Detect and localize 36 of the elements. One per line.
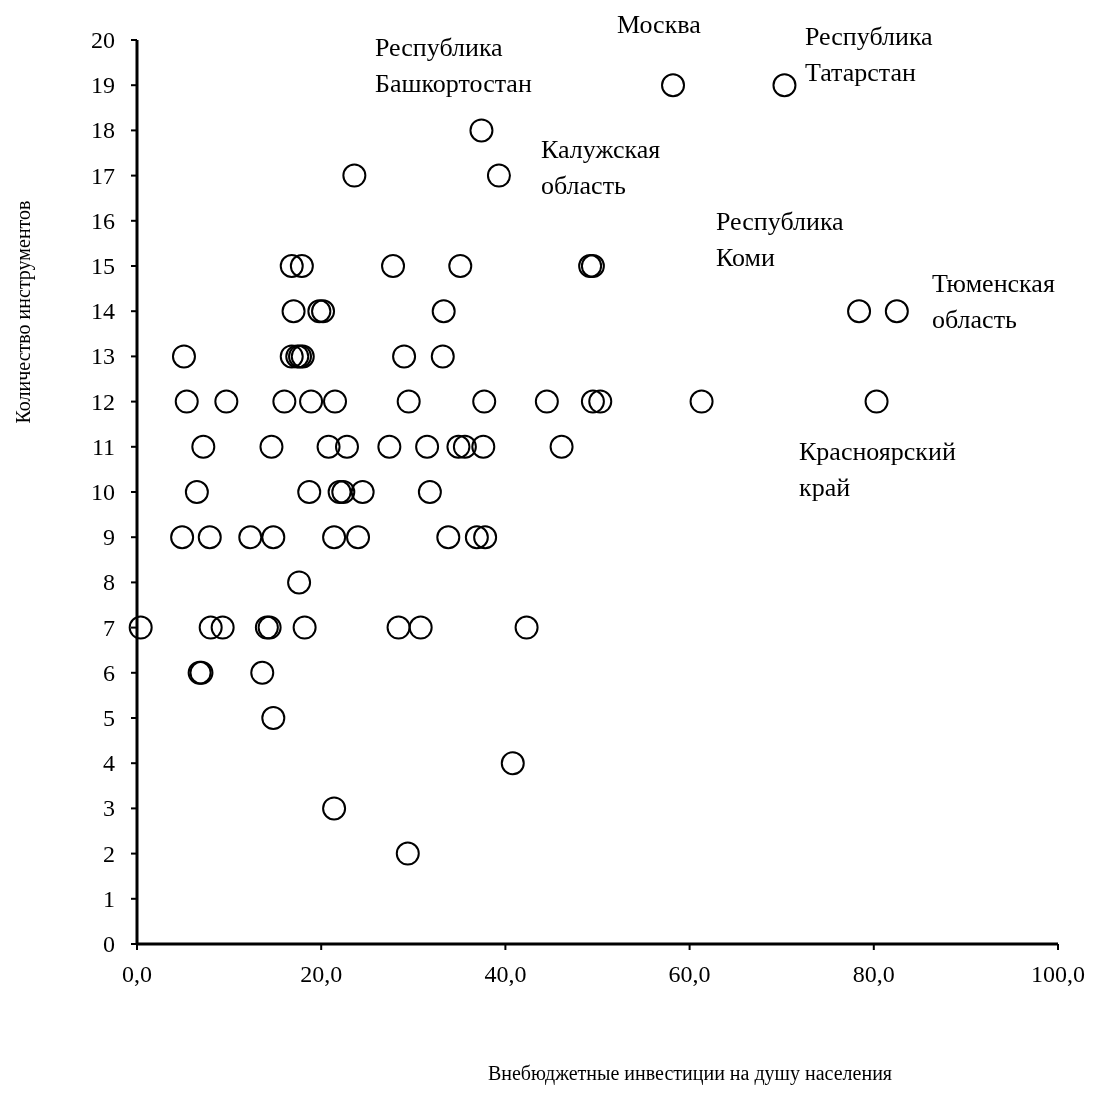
x-tick-label: 20,0	[300, 961, 343, 987]
annotation: Тюменская область	[932, 268, 1055, 334]
y-tick-label: 18	[91, 117, 115, 144]
y-tick-label: 11	[91, 433, 115, 460]
y-tick-label: 6	[103, 659, 115, 686]
annotation: Республика Коми	[716, 206, 845, 272]
y-tick-label: 1	[103, 885, 115, 912]
y-tick-label: 5	[103, 705, 115, 731]
annotation: Республика Татарстан	[805, 21, 934, 87]
x-tick-label: 40,0	[484, 961, 527, 987]
y-tick-label: 20	[91, 27, 115, 53]
y-tick-label: 15	[91, 253, 115, 279]
y-tick-label: 9	[103, 524, 115, 551]
y-tick-label: 16	[91, 207, 115, 234]
annotation: Калужская область	[541, 134, 661, 200]
y-tick-label: 10	[91, 479, 115, 505]
y-tick-label: 17	[91, 162, 115, 189]
y-tick-label: 19	[91, 72, 115, 99]
x-tick-label: 60,0	[668, 961, 711, 987]
annotation: Республика Башкортостан	[375, 32, 532, 98]
y-tick-label: 13	[91, 343, 115, 370]
text: Москва	[617, 9, 702, 39]
y-tick-label: 4	[103, 750, 115, 777]
x-tick-label: 100,0	[1031, 961, 1085, 987]
y-tick-label: 2	[103, 840, 115, 867]
annotation: Красноярский край	[799, 436, 956, 502]
y-axis-title: Количество инструментов	[12, 200, 35, 424]
x-axis-title: Внебюджетные инвестиции на душу населения	[487, 1062, 893, 1085]
y-tick-label: 8	[103, 569, 115, 596]
y-tick-label: 0	[103, 931, 115, 957]
x-tick-label: 80,0	[852, 961, 895, 987]
y-tick-label: 12	[91, 388, 115, 415]
y-tick-label: 14	[91, 298, 115, 325]
y-tick-label: 3	[103, 795, 115, 822]
x-tick-label: 0,0	[122, 961, 152, 987]
y-tick-label: 7	[103, 614, 115, 641]
